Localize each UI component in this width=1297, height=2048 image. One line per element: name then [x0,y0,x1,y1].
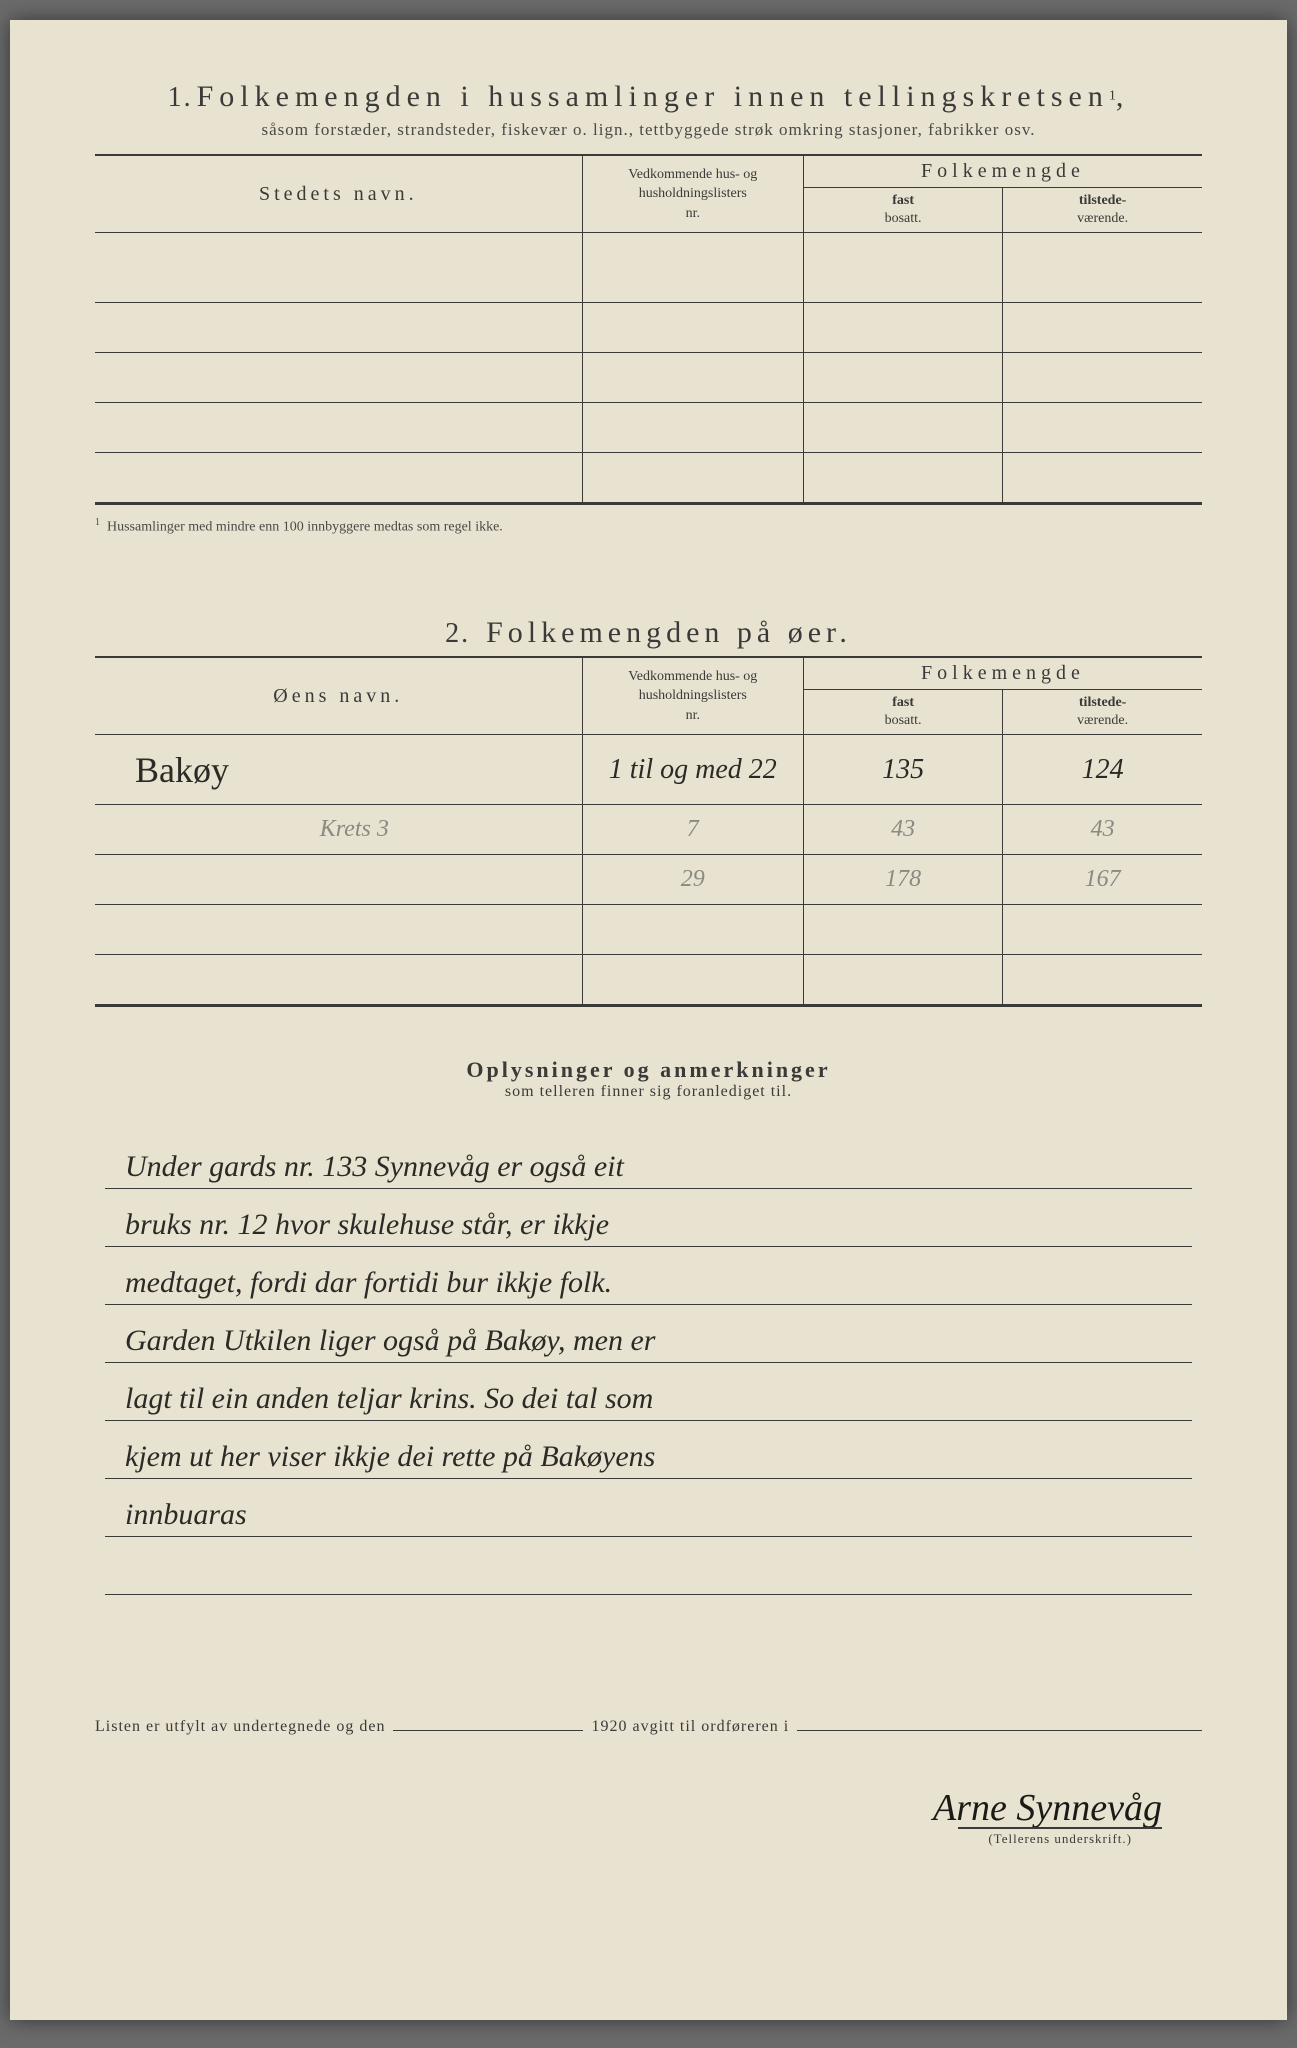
note-line: kjem ut her viser ikkje dei rette på Bak… [105,1421,1192,1479]
note-line: medtaget, fordi dar fortidi bur ikkje fo… [105,1247,1192,1305]
footer-year: 1920 avgitt til ordføreren i [591,1718,789,1736]
section1-subtitle: såsom forstæder, strandsteder, fiskevær … [95,120,1202,140]
section2-heading: 2. Folkemengden på øer. [95,616,1202,650]
notes-body: Under gards nr. 133 Synnevåg er også eit… [95,1131,1202,1595]
table-row [95,303,1202,353]
oen-fast-2: 43 [891,816,915,842]
col-oens-navn: Øens navn. [95,657,582,735]
oen-nr-3: 29 [681,866,705,892]
oen-nr-2: 7 [687,816,699,842]
section2-title: Folkemengden på øer. [486,616,852,649]
col-tilstede2: tilstede-værende. [1003,690,1202,735]
section2-num: 2. [445,618,470,649]
notes-subtitle: som telleren finner sig foranlediget til… [95,1083,1202,1101]
col-vedkommende2: Vedkommende hus- og husholdningslisters … [582,657,803,735]
table-row [95,233,1202,303]
section1-num: 1. [168,82,193,113]
section1-footnote: 1 Hussamlinger med mindre enn 100 innbyg… [95,517,1202,536]
oen-fast-3: 178 [885,866,921,892]
section1-sup: 1 [1109,89,1116,104]
note-line: Garden Utkilen liger også på Bakøy, men … [105,1305,1192,1363]
section1-title: Folkemengden i hussamlinger innen tellin… [197,80,1109,113]
notes-title: Oplysninger og anmerkninger [95,1057,1202,1083]
note-line: bruks nr. 12 hvor skulehuse står, er ikk… [105,1189,1192,1247]
note-line: innbuaras [105,1479,1192,1537]
table-row: 29 178 167 [95,855,1202,905]
footer-attestation: Listen er utfylt av undertegnede og den … [95,1715,1202,1736]
col-folkemengde2: Folkemengde [803,657,1202,690]
signature: Arne Synnevåg [95,1786,1162,1830]
oen-til-2: 43 [1091,816,1115,842]
table-row [95,353,1202,403]
oen-til-3: 167 [1085,866,1121,892]
col-fast-bosatt: fastbosatt. [803,188,1002,233]
col-tilstede: tilstede-værende. [1003,188,1202,233]
signature-label: (Tellerens underskrift.) [958,1827,1162,1847]
col-fast-bosatt2: fastbosatt. [803,690,1002,735]
table-row [95,453,1202,503]
table-row [95,905,1202,955]
table-row: Bakøy 1 til og med 22 135 124 [95,735,1202,805]
blank-ordforer [797,1715,1202,1731]
oen-fast-1: 135 [882,754,924,785]
oen-nr-1: 1 til og med 22 [609,754,777,785]
col-stedets-navn: Stedets navn. [95,155,582,233]
footer-pre: Listen er utfylt av undertegnede og den [95,1718,385,1736]
notes-heading: Oplysninger og anmerkninger som telleren… [95,1057,1202,1101]
note-line: lagt til ein anden teljar krins. So dei … [105,1363,1192,1421]
col-vedkommende: Vedkommende hus- og husholdningslisters … [582,155,803,233]
section1-heading: 1. Folkemengden i hussamlinger innen tel… [95,80,1202,114]
census-document-page: 1. Folkemengden i hussamlinger innen tel… [10,20,1287,2020]
col-folkemengde: Folkemengde [803,155,1202,188]
table-oer: Øens navn. Vedkommende hus- og husholdni… [95,656,1202,1005]
oen-til-1: 124 [1082,754,1124,785]
table-row [95,403,1202,453]
note-line [105,1537,1192,1595]
table-row: Krets 3 7 43 43 [95,805,1202,855]
oen-name-1: Bakøy [135,750,229,790]
table-hussamlinger: Stedets navn. Vedkommende hus- og hushol… [95,154,1202,503]
note-line: Under gards nr. 133 Synnevåg er også eit [105,1131,1192,1189]
table-row [95,955,1202,1005]
signature-block: Arne Synnevåg (Tellerens underskrift.) [95,1786,1202,1848]
oen-name-2: Krets 3 [320,816,389,842]
blank-date [393,1715,583,1731]
